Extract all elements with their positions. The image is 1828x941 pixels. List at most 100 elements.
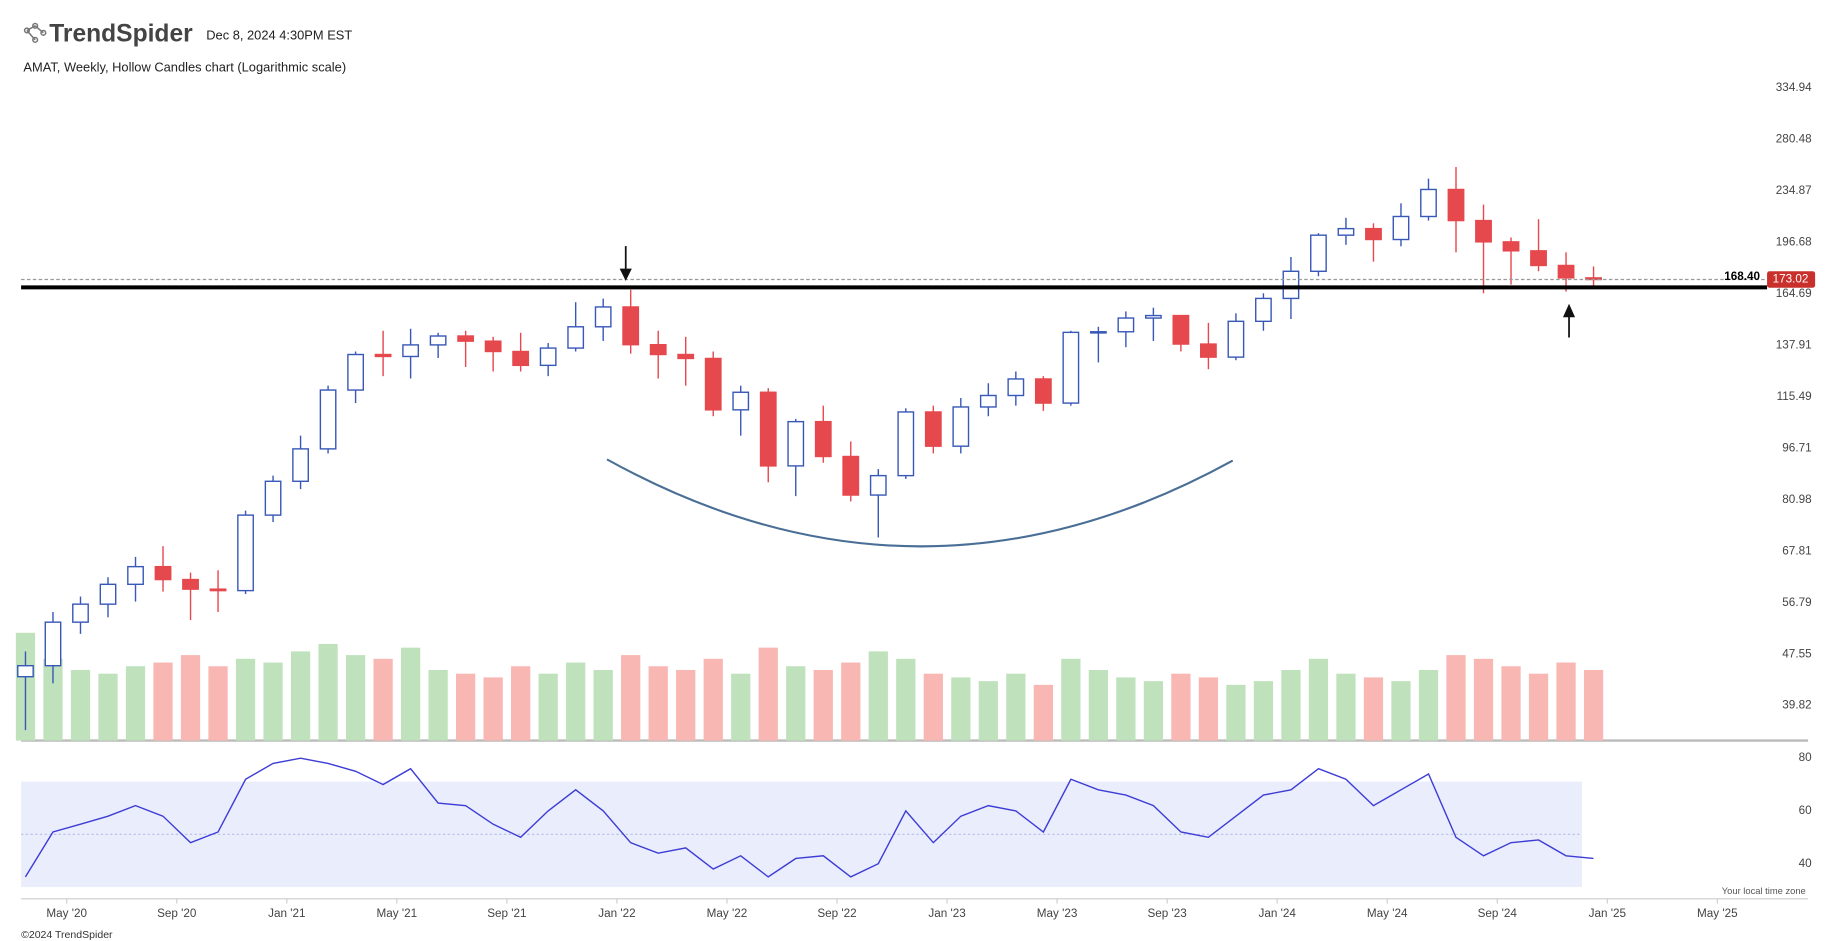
volume-bar xyxy=(566,662,586,741)
volume-bar xyxy=(1556,662,1576,741)
volume-bar xyxy=(1446,655,1466,741)
x-tick-label: Jan '22 xyxy=(598,907,635,920)
candle-body xyxy=(209,588,227,592)
volume-bar xyxy=(648,666,668,741)
rsi-tick-label: 80 xyxy=(1799,751,1813,764)
candle-body xyxy=(787,420,805,467)
candle-body xyxy=(512,350,530,367)
candle-body xyxy=(732,391,750,411)
y-tick-label: 56.79 xyxy=(1782,596,1811,609)
volume-bar xyxy=(1363,677,1384,741)
x-tick-label: May '21 xyxy=(377,907,418,920)
x-tick-label: Sep '20 xyxy=(157,907,197,920)
candle-body xyxy=(44,621,62,667)
volume-bar xyxy=(373,658,393,741)
candle-body xyxy=(1365,227,1382,241)
x-tick-label: May '23 xyxy=(1037,907,1078,920)
candle-body xyxy=(1282,270,1300,300)
volume-bar xyxy=(923,673,943,741)
rsi-tick-label: 40 xyxy=(1799,857,1813,870)
candle-body xyxy=(1392,215,1410,241)
rsi-line xyxy=(24,757,1594,878)
volume-bar xyxy=(456,673,476,741)
y-tick-label: 196.68 xyxy=(1776,235,1812,248)
volume-bar xyxy=(1006,673,1026,741)
candle-body xyxy=(17,664,34,678)
volume-bar xyxy=(621,655,641,741)
x-tick-label: May '25 xyxy=(1697,907,1738,920)
candle-body xyxy=(952,406,970,447)
volume-bar xyxy=(841,662,861,741)
volume-bar xyxy=(235,658,256,741)
y-tick-label: 164.69 xyxy=(1776,287,1812,300)
volume-bar xyxy=(1391,681,1411,741)
volume-bar xyxy=(98,673,118,741)
candle-body xyxy=(1144,314,1162,319)
volume-bar xyxy=(1198,677,1219,741)
candle-body xyxy=(1200,343,1217,358)
candle-body xyxy=(1089,331,1107,334)
volume-bar xyxy=(263,662,283,741)
candle-body xyxy=(457,335,475,342)
candle-body xyxy=(127,565,144,586)
volume-bar xyxy=(345,655,366,741)
candle-body xyxy=(347,353,365,391)
volume-bar xyxy=(786,666,806,741)
candle-body xyxy=(1447,188,1465,222)
candle-body xyxy=(292,448,309,482)
x-tick-label: Jan '21 xyxy=(268,907,305,920)
y-tick-label: 115.49 xyxy=(1777,390,1812,403)
candle-body xyxy=(72,603,89,623)
x-tick-label: Sep '23 xyxy=(1147,907,1186,920)
candle-body xyxy=(539,347,557,367)
candle-body xyxy=(1557,264,1575,279)
x-tick-label: Jan '23 xyxy=(928,907,965,920)
volume-bar xyxy=(180,655,201,741)
volume-bar xyxy=(1061,658,1081,741)
volume-bar xyxy=(1033,684,1053,741)
y-tick-label: 234.87 xyxy=(1776,184,1812,197)
volume-bar xyxy=(978,681,998,741)
volume-bar xyxy=(1281,669,1301,741)
volume-bar xyxy=(1171,673,1191,741)
volume-bar xyxy=(318,643,338,741)
candle-body xyxy=(924,411,942,447)
candle-body xyxy=(1227,320,1245,358)
candle-body xyxy=(759,391,777,467)
timestamp: Dec 8, 2024 4:30PM EST xyxy=(206,28,352,43)
candle-body xyxy=(704,357,722,411)
volume-bar xyxy=(896,658,916,741)
volume-bar xyxy=(1528,673,1549,741)
candle-body xyxy=(622,306,640,346)
candle-body xyxy=(1310,234,1327,272)
candle-body xyxy=(154,565,172,581)
volume-bar xyxy=(400,647,421,741)
candle-body xyxy=(567,326,585,349)
candle-body xyxy=(842,455,860,496)
x-tick-label: Jan '25 xyxy=(1589,907,1627,920)
y-tick-label: 334.94 xyxy=(1776,81,1812,94)
x-tick-label: Sep '24 xyxy=(1478,907,1518,920)
timezone-note: Your local time zone xyxy=(1722,886,1806,896)
candle-body xyxy=(1172,314,1190,345)
y-tick-label: 96.71 xyxy=(1782,441,1811,454)
volume-bar xyxy=(813,669,833,741)
candle-body xyxy=(979,394,997,408)
volume-bar xyxy=(758,647,778,741)
candle-body xyxy=(1530,250,1547,267)
arrow-up xyxy=(1562,303,1576,338)
y-tick-label: 39.82 xyxy=(1782,699,1811,712)
volume-bar xyxy=(1583,669,1604,741)
candle-body xyxy=(594,306,612,328)
marks: 39.82 47.55 56.79 67.81 80.98 96.71 115.49 137.… xyxy=(15,81,1816,920)
volume-bar xyxy=(43,658,63,741)
volume-bar xyxy=(868,651,888,741)
y-tick-label: 80.98 xyxy=(1782,493,1811,506)
volume-bar xyxy=(703,658,723,741)
volume-bar xyxy=(511,666,531,741)
x-tick-label: Jan '24 xyxy=(1258,907,1296,920)
volume-bar xyxy=(1088,669,1108,741)
logo xyxy=(23,22,47,43)
